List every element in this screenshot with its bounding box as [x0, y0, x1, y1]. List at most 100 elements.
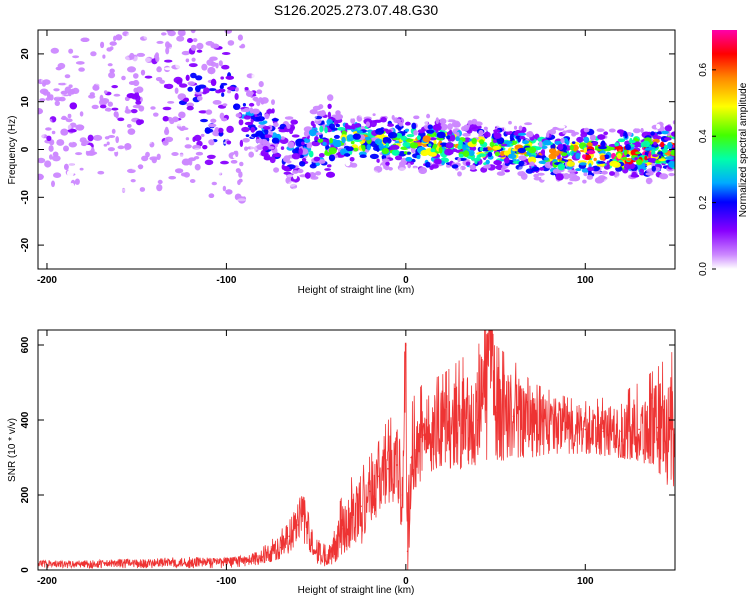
spectrogram-cell	[426, 129, 435, 134]
spectrogram-cell	[664, 137, 672, 141]
spectrogram-cell	[220, 76, 224, 80]
spectrogram-cell	[56, 139, 65, 146]
spectrogram-cell	[155, 55, 160, 63]
spectrogram-cell	[159, 96, 168, 101]
spectrogram-cell	[660, 141, 665, 148]
spectrogram-cell	[280, 178, 285, 186]
spectrogram-cell	[226, 125, 234, 133]
spectrogram-cell	[250, 157, 257, 164]
spectrogram-cell	[350, 117, 356, 124]
spectrogram-cell	[552, 126, 558, 130]
spectrogram-cell	[311, 113, 318, 119]
spectrogram-cell	[60, 157, 70, 163]
spectrogram-cell	[302, 158, 307, 162]
spectrogram-cell	[56, 31, 62, 37]
snr-frame	[37, 329, 676, 571]
spectrogram-cell	[206, 59, 214, 66]
spectrogram-cell	[93, 134, 103, 141]
spectrogram-cell	[625, 144, 631, 151]
spectrogram-cell	[116, 30, 123, 34]
snr-point	[476, 419, 479, 421]
spectrogram-cell	[188, 204, 193, 208]
spectrogram-cell	[64, 43, 72, 47]
spectrogram-cell	[124, 143, 132, 150]
spectrogram-cell	[53, 92, 63, 98]
spectrogram-cell	[624, 132, 628, 139]
spectrogram-cell	[583, 136, 590, 143]
spectrogram-cell	[145, 151, 150, 158]
spectrogram-cell	[238, 214, 244, 221]
spectrogram-cell	[258, 81, 264, 88]
spectrogram-cell	[471, 118, 478, 125]
spectrogram-cell	[89, 61, 95, 65]
spectrogram-cell	[158, 123, 164, 129]
colorbar-tick-label: 0.4	[698, 129, 709, 143]
spectrogram-cell	[403, 151, 408, 155]
spectrogram-cell	[328, 154, 336, 162]
spectrogram-cell	[59, 179, 65, 186]
spectrogram-cell	[650, 131, 655, 136]
spectrogram-cell	[90, 51, 97, 57]
spectrogram-cell	[136, 153, 142, 160]
spectrogram-cell	[181, 125, 186, 129]
spectrogram-cell	[297, 187, 304, 193]
spectrogram-cell	[57, 30, 64, 36]
colorbar-tick-label: 0.6	[698, 62, 709, 76]
spectrogram-cell	[87, 134, 94, 142]
spectrogram-cell	[311, 186, 318, 190]
spectrogram-cell	[155, 121, 162, 124]
spectrogram-cell	[405, 138, 414, 142]
spectrogram-cell	[183, 192, 193, 198]
spectrogram-cell	[365, 109, 369, 115]
spectrogram-cell	[252, 64, 257, 69]
spectrogram-cell	[204, 159, 214, 166]
spectrogram-cell	[147, 200, 153, 204]
spectrogram-cell	[175, 62, 182, 69]
spectrogram-cell	[382, 158, 390, 163]
spectrogram-cell	[546, 132, 550, 138]
spectrogram-cell	[635, 125, 639, 129]
snr-y-tick-label: 400	[20, 411, 31, 428]
spectrogram-cell	[159, 218, 167, 226]
spectrogram-cell	[230, 160, 238, 164]
spectrogram-cell	[194, 163, 201, 171]
snr-point	[458, 423, 461, 425]
spectrogram-cell	[289, 124, 295, 132]
snr-point	[306, 528, 309, 530]
spectrogram-cell	[102, 54, 106, 59]
spectrogram-cell	[397, 126, 402, 131]
spectrogram-cell	[571, 175, 581, 182]
spectrogram-cell	[58, 196, 65, 204]
spectrogram-cell	[510, 140, 518, 145]
spectrogram-cell	[66, 197, 75, 202]
spectrogram-cell	[567, 121, 573, 127]
spectrogram-cell	[617, 138, 626, 143]
spectrogram-cell	[281, 90, 287, 95]
spectrogram-cell	[419, 119, 429, 126]
spectrogram-cell	[177, 93, 187, 101]
spectrogram-cell	[178, 120, 187, 127]
spectrogram-cell	[132, 79, 140, 87]
spectrogram-cell	[510, 174, 514, 181]
spectrogram-cell	[609, 160, 618, 167]
spectrogram-cell	[53, 96, 62, 102]
spectrogram-cell	[79, 222, 86, 226]
spectrogram-cell	[100, 200, 104, 206]
spectrogram-cell	[266, 73, 276, 78]
spectrogram-cell	[126, 93, 136, 99]
spectrogram-cell	[179, 83, 188, 88]
spectrogram-cell	[255, 116, 265, 122]
spectrogram-cell	[153, 112, 159, 117]
spectrogram-cell	[51, 180, 55, 188]
spectrogram-cell	[163, 184, 171, 190]
spectrogram-cell	[121, 0, 127, 4]
spectrogram-cell	[78, 67, 85, 72]
spectrogram-cell	[513, 125, 518, 130]
spectrogram-cell	[57, 78, 66, 84]
snr-point	[315, 550, 317, 553]
spectrogram-cell	[557, 163, 565, 171]
spectrogram-cell	[412, 165, 418, 169]
spectrogram-cell	[81, 202, 88, 208]
spectrogram-cell	[238, 119, 244, 126]
spectrogram-y-ticks: -20 -10 0 10 20	[20, 48, 675, 252]
